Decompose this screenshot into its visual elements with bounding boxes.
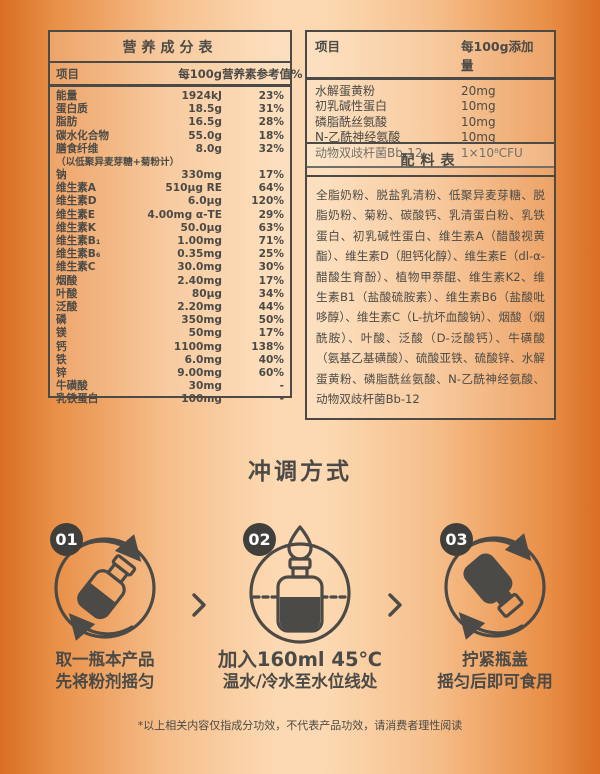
prep-step-2: 02 加入160ml 45℃ 温水/冷水至水位线处 bbox=[213, 523, 387, 693]
nutrition-row: 维生素B₆ 0.35mg 25% bbox=[56, 248, 284, 261]
nutrition-row: 维生素C 30.0mg 30% bbox=[56, 261, 284, 274]
nutrition-row: 脂肪 16.5g 28% bbox=[56, 116, 284, 129]
additives-col-amount: 每100g添加量 bbox=[461, 39, 534, 73]
additive-row: 水解蛋黄粉 20mg bbox=[315, 84, 496, 98]
shake-powder-bottle-icon bbox=[54, 534, 156, 641]
step-2-caption: 加入160ml 45℃ 温水/冷水至水位线处 bbox=[213, 649, 387, 693]
nutrition-col-per100g: 每100g bbox=[178, 67, 222, 81]
nutrition-row: 维生素D 6.0μg 120% bbox=[56, 195, 284, 208]
nutrition-row: 烟酸 2.40mg 17% bbox=[56, 274, 284, 287]
additives-table: 项目 每100g添加量 水解蛋黄粉 20mg 初乳碱性蛋白 10mg 磷脂酰丝氨酸 10m… bbox=[305, 30, 556, 169]
nutrition-facts-table: 营养成分表 项目 每100g 营养素参考值% 能量 1924kJ 23% 蛋白质 18.… bbox=[48, 30, 303, 405]
nutrition-row: 牛磺酸 30mg - bbox=[56, 380, 284, 393]
step-3-caption: 拧紧瓶盖 摇匀后即可食用 bbox=[418, 649, 572, 693]
nutrition-row: 泛酸 2.20mg 44% bbox=[56, 301, 284, 314]
nutrition-row-note: （以低聚异麦芽糖+菊粉计） bbox=[56, 157, 180, 169]
nutrition-table-header: 项目 每100g 营养素参考值% bbox=[50, 63, 303, 87]
step-1-badge: 01 bbox=[50, 523, 83, 556]
ingredients-title: 配料表 bbox=[307, 144, 554, 177]
prep-step-3: 03 拧紧瓶盖 摇匀后即可食用 bbox=[418, 523, 572, 693]
nutrition-row: 蛋白质 18.5g 31% bbox=[56, 103, 284, 116]
nutrition-row: 钠 330mg 17% bbox=[56, 169, 284, 182]
nutrition-row: 维生素E 4.00mg α-TE 29% bbox=[56, 208, 284, 221]
nutrition-row: 维生素A 510μg RE 64% bbox=[56, 182, 284, 195]
nutrition-row: 维生素B₁ 1.00mg 71% bbox=[56, 235, 284, 248]
nutrition-row: 乳铁蛋白 100mg - bbox=[56, 393, 284, 406]
nutrition-row: 能量 1924kJ 23% bbox=[56, 90, 284, 102]
step-3-line1: 拧紧瓶盖 bbox=[462, 650, 528, 669]
nutrition-col-item: 项目 bbox=[56, 67, 79, 81]
preparation-steps: 01 取一瓶本产品 先将粉剂摇匀 02 bbox=[0, 523, 600, 710]
additives-table-header: 项目 每100g添加量 bbox=[307, 32, 554, 80]
additive-row: N-乙酰神经氨酸 10mg bbox=[315, 130, 496, 145]
step-2-line2: 温水/冷水至水位线处 bbox=[222, 672, 378, 691]
chevron-right-icon bbox=[386, 591, 404, 623]
additive-row: 动物双歧杆菌Bb-12 1×10⁸CFU bbox=[315, 145, 523, 160]
step-1-line1: 取一瓶本产品 bbox=[55, 650, 155, 669]
preparation-title: 冲调方式 bbox=[248, 459, 352, 485]
step-3-line2: 摇匀后即可食用 bbox=[437, 672, 553, 691]
shake-capped-bottle-icon bbox=[444, 533, 546, 640]
add-water-bottle-icon bbox=[249, 525, 351, 644]
ingredients-box: 配料表 全脂奶粉、脱盐乳清粉、低聚异麦芽糖、脱脂奶粉、菊粉、碳酸钙、乳清蛋白粉、… bbox=[305, 142, 556, 420]
additive-row: 初乳碱性蛋白 10mg bbox=[315, 99, 496, 114]
nutrition-row: 维生素K 50.0μg 63% bbox=[56, 221, 284, 234]
step-3-badge: 03 bbox=[440, 523, 473, 556]
nutrition-row: 碳水化合物 55.0g 18% bbox=[56, 129, 284, 142]
additive-rows: 水解蛋黄粉 20mg 初乳碱性蛋白 10mg 磷脂酰丝氨酸 10mg N-乙酰神经氨酸 10m… bbox=[307, 80, 554, 166]
step-2-badge: 02 bbox=[243, 523, 276, 556]
additive-row: 磷脂酰丝氨酸 10mg bbox=[315, 114, 496, 129]
step-2-line1: 加入160ml 45℃ bbox=[217, 648, 383, 671]
nutrition-rows: 能量 1924kJ 23% 蛋白质 18.5g 31% 脂肪 16.5g 28% 碳水化合物 55.… bbox=[50, 87, 290, 407]
nutrition-table-title: 营养成分表 bbox=[50, 32, 290, 63]
nutrition-col-nrv: 营养素参考值% bbox=[222, 67, 303, 81]
step-1-line2: 先将粉剂摇匀 bbox=[55, 672, 155, 691]
nutrition-row: 锌 9.00mg 60% bbox=[56, 367, 284, 380]
nutrition-row: 膳食纤维 8.0g 32% bbox=[56, 142, 284, 155]
nutrition-row: 铁 6.0mg 40% bbox=[56, 353, 284, 366]
additives-col-item: 项目 bbox=[315, 39, 341, 54]
prep-step-1: 01 取一瓶本产品 先将粉剂摇匀 bbox=[28, 523, 182, 693]
chevron-right-icon bbox=[190, 591, 208, 623]
step-1-caption: 取一瓶本产品 先将粉剂摇匀 bbox=[28, 649, 182, 693]
nutrition-row: 镁 50mg 17% bbox=[56, 327, 284, 340]
disclaimer-text: *以上相关内容仅指成分功效，不代表产品功效，请消费者理性阅读 bbox=[137, 719, 463, 732]
nutrition-row: 钙 1100mg 138% bbox=[56, 340, 284, 353]
nutrition-row: 磷 350mg 50% bbox=[56, 314, 284, 327]
nutrition-row: 叶酸 80μg 34% bbox=[56, 287, 284, 300]
ingredients-text: 全脂奶粉、脱盐乳清粉、低聚异麦芽糖、脱脂奶粉、菊粉、碳酸钙、乳清蛋白粉、乳铁蛋白… bbox=[316, 188, 545, 407]
